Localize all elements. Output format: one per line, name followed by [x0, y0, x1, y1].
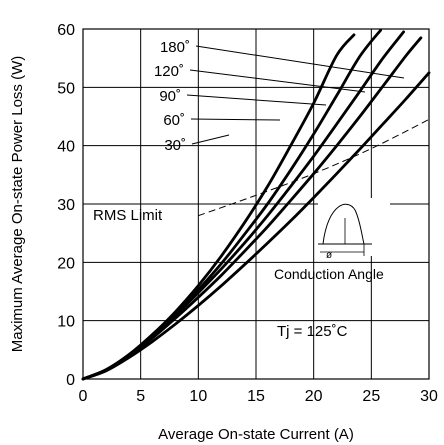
y-tick-label: 40 — [57, 139, 75, 156]
leader-line — [189, 69, 366, 93]
conduction-angle-inset — [318, 198, 390, 256]
conduction-angle-label: Conduction Angle — [274, 266, 384, 282]
x-tick-label: 30 — [420, 388, 438, 405]
leader-line — [191, 134, 230, 145]
x-tick-label: 0 — [79, 388, 88, 405]
phi-label: ø — [326, 250, 332, 261]
series-line — [81, 71, 431, 381]
labels: Average On-state Current (A) Maximum Ave… — [9, 56, 384, 443]
y-tick-label: 30 — [57, 197, 75, 214]
tj-label: Tj = 125˚C — [277, 323, 348, 340]
series-label: 180˚ — [160, 39, 190, 56]
series-label-leaders: 180˚ 120˚ 90˚ 60˚ 30˚ — [154, 39, 405, 154]
series-label: 30˚ — [164, 137, 186, 154]
series-label: 60˚ — [163, 112, 185, 129]
half-sine-wave — [322, 203, 365, 245]
x-axis-label: Average On-state Current (A) — [158, 426, 354, 443]
series-label: 90˚ — [159, 88, 181, 105]
series-label: 120˚ — [154, 63, 184, 80]
inset-background — [318, 198, 390, 256]
rms-limit-label: RMS Limit — [93, 207, 163, 224]
leader-line — [195, 45, 405, 79]
leader-line — [190, 118, 281, 121]
plot-frame — [82, 28, 430, 380]
x-tick-label: 5 — [136, 388, 145, 405]
x-tick-label: 15 — [247, 388, 265, 405]
series-curves — [81, 28, 431, 381]
y-tick-label: 60 — [57, 22, 75, 39]
y-tick-label: 20 — [57, 255, 75, 272]
x-tick-label: 20 — [305, 388, 323, 405]
axis-ticks: 0 5 10 15 20 25 30 0 10 20 30 40 50 60 — [57, 22, 438, 405]
y-axis-label: Maximum Average On-state Power Loss (W) — [9, 56, 26, 352]
series-line — [81, 36, 423, 381]
x-tick-label: 25 — [362, 388, 380, 405]
y-tick-label: 10 — [57, 314, 75, 331]
leader-line — [186, 94, 327, 106]
y-tick-label: 50 — [57, 80, 75, 97]
y-tick-label: 0 — [66, 372, 75, 389]
x-tick-label: 10 — [189, 388, 207, 405]
